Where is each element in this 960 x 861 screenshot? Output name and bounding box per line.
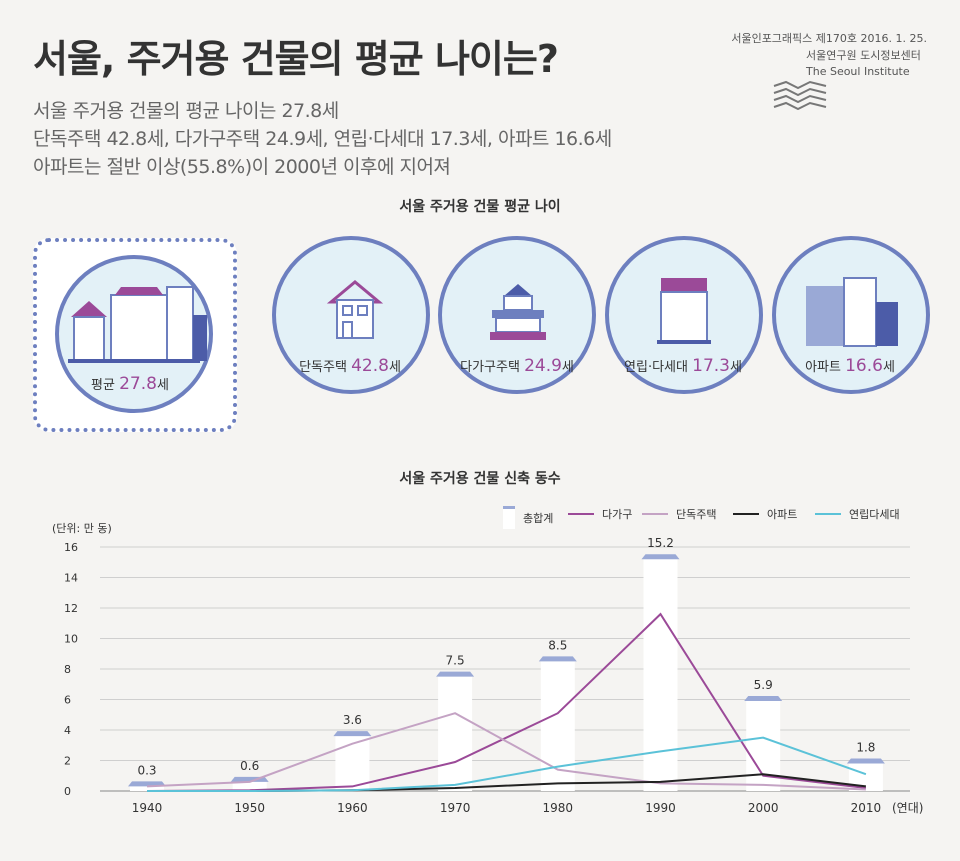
bar-roof (846, 758, 885, 764)
bar-roof (436, 671, 475, 677)
x-tick-label: 2000 (748, 801, 779, 815)
legend-swatch (568, 513, 594, 515)
bar-value-label: 3.6 (343, 713, 362, 727)
house-icon (326, 280, 384, 339)
multi-family-circle (438, 236, 596, 394)
average-age-label: 평균 27.8세 (91, 374, 169, 394)
legend-item-apt: 아파트 (733, 506, 797, 522)
detached-house-label: 단독주택 42.8세 (299, 356, 401, 376)
y-tick-label: 10 (64, 633, 78, 646)
y-tick-label: 14 (64, 572, 78, 585)
bar-value-label: 8.5 (548, 638, 567, 652)
legend-item-dandok: 단독주택 (642, 506, 716, 522)
x-tick-label: 1990 (645, 801, 676, 815)
bar-value-label: 0.6 (240, 759, 259, 773)
y-axis-label: (단위: 만 동) (52, 522, 112, 535)
apartment-circle (772, 236, 930, 394)
bar-roof (538, 656, 577, 662)
chart-title: 서울 주거용 건물 신축 동수 (399, 471, 561, 487)
multi-family-label: 다가구주택 24.9세 (460, 356, 574, 376)
bar-roof (744, 696, 783, 702)
multi-family-house-icon (490, 284, 546, 340)
legend-swatch (815, 513, 841, 515)
row-house-label: 연립·다세대 17.3세 (624, 356, 742, 376)
institute-name-ko: 서울연구원 도시정보센터 (806, 49, 921, 62)
page-title: 서울, 주거용 건물의 평균 나이는? (33, 37, 559, 81)
bar-value-label: 7.5 (446, 654, 465, 668)
building-bar-icon (503, 506, 515, 529)
bar (643, 559, 678, 791)
x-tick-label: 1980 (543, 801, 574, 815)
x-tick-label: 2010 (851, 801, 882, 815)
bar-value-label: 15.2 (647, 536, 674, 550)
subtitle-3: 아파트는 절반 이상(55.8%)이 2000년 이후에 지어져 (33, 156, 451, 178)
y-tick-label: 4 (64, 724, 71, 737)
y-tick-label: 6 (64, 694, 71, 707)
average-age-circle (55, 255, 213, 413)
bar (335, 736, 370, 791)
series-line (146, 712, 866, 791)
bar-value-label: 1.8 (856, 741, 875, 755)
row-house-icon (657, 278, 711, 344)
legend-item-dagagu: 다가구 (568, 506, 632, 522)
y-tick-label: 12 (64, 602, 78, 615)
bar-roof (641, 554, 680, 560)
y-tick-label: 0 (64, 785, 71, 798)
institute-name-en: The Seoul Institute (806, 65, 910, 78)
bar (130, 786, 164, 791)
legend-item-total: 총합계 (503, 506, 553, 529)
row-house-circle (605, 236, 763, 394)
series-line (146, 612, 867, 792)
apartment-complex-icon (68, 286, 207, 363)
y-tick-label: 16 (64, 541, 78, 554)
legend-item-yeonrip: 연립다세대 (815, 506, 900, 522)
bar-value-label: 5.9 (754, 678, 773, 692)
apartment-icon (806, 277, 898, 347)
apartment-label: 아파트 16.6세 (805, 356, 895, 376)
bar (232, 781, 267, 791)
institute-block: 서울연구원 도시정보센터 The Seoul Institute (806, 48, 921, 80)
subtitle-1: 서울 주거용 건물의 평균 나이는 27.8세 (33, 100, 339, 122)
y-tick-label: 2 (64, 755, 71, 768)
x-axis-label: (연대) (892, 801, 923, 815)
bar-roof (333, 731, 372, 737)
x-tick-label: 1950 (234, 801, 265, 815)
ages-title: 서울 주거용 건물 평균 나이 (399, 199, 561, 215)
bar (438, 676, 473, 791)
issue-number: 서울인포그래픽스 제170호 2016. 1. 25. (731, 32, 927, 45)
institute-logo-icon (773, 80, 827, 110)
series-line (147, 736, 867, 792)
detached-house-circle (272, 236, 430, 394)
legend-swatch (642, 513, 668, 515)
x-tick-label: 1960 (337, 801, 368, 815)
subtitle-2: 단독주택 42.8세, 다가구주택 24.9세, 연립·다세대 17.3세, 아… (33, 128, 612, 150)
y-tick-label: 8 (64, 663, 71, 676)
legend-swatch (733, 513, 759, 515)
bar-value-label: 0.3 (137, 763, 156, 777)
x-tick-label: 1940 (132, 801, 163, 815)
x-tick-label: 1970 (440, 801, 471, 815)
